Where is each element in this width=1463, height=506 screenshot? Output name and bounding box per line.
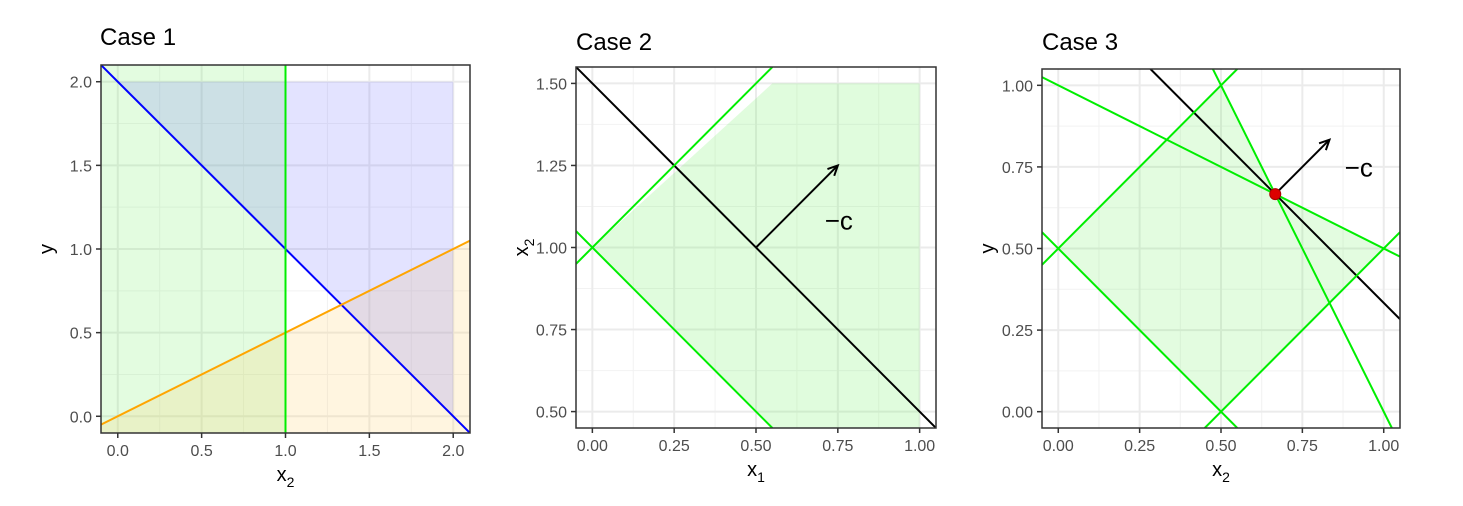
y-tick-label: 2.0 [70,75,92,92]
chart-title: Case 3 [1042,29,1118,56]
annotation-label: −c [825,205,853,235]
chart-title: Case 2 [576,29,652,56]
y-tick-label: 0.75 [1002,160,1033,177]
x-axis-label: x1 [747,459,765,485]
y-tick-label: 0.50 [1002,242,1033,259]
y-tick-label: 0.50 [536,405,567,422]
annotation-label: −c [1345,153,1373,183]
y-tick-label: 0.25 [1002,323,1033,340]
y-tick-label: 0.5 [70,326,92,343]
constraint-line [1211,69,1393,428]
constraint-line [576,67,774,265]
chart-title: Case 1 [100,24,176,51]
plot-area: −c [1042,69,1400,428]
constraint-line [576,230,774,428]
y-tick-label: 0.00 [1002,405,1033,422]
x-tick-label: 0.25 [659,438,690,455]
direction-arrow [755,164,839,249]
y-tick-label: 0.75 [536,323,567,340]
x-axis-label-text: x [277,464,287,486]
y-tick-label: 1.50 [536,76,567,93]
x-axis-label: x2 [277,464,295,490]
plot-area: −c [576,67,936,428]
direction-arrow [1274,139,1331,195]
x-tick-label: 0.75 [1287,438,1318,455]
constraint-line [1042,69,1238,266]
x-axis-label-subscript: 1 [757,469,765,485]
plot-area [101,65,470,433]
chart-panel-2: Case 2 −c 0.00 0.25 0.50 0.75 1.00 0.50 0.75 1.00… [511,29,937,485]
y-tick-label: 1.0 [70,242,92,259]
x-tick-label: 0.00 [1043,438,1074,455]
arrow-head [827,163,840,177]
x-axis-label-text: x [1212,459,1222,481]
y-axis-label-text: y [977,244,999,254]
x-tick-label: 0.50 [1205,438,1236,455]
y-tick-label: 1.5 [70,158,92,175]
x-tick-label: 0.00 [577,438,608,455]
y-axis-label-text: x [511,246,533,256]
x-tick-label: 0.25 [1124,438,1155,455]
x-axis-label-text: x [747,459,757,481]
y-tick-label: 1.25 [536,158,567,175]
y-axis-label: y [977,244,999,254]
y-tick-label: 1.00 [1002,78,1033,95]
optimal-point [1269,188,1282,201]
y-axis-label-text: y [36,244,58,254]
x-tick-label: 2.0 [442,443,464,460]
constraint-line [1204,231,1400,428]
feasible-region [101,65,286,433]
y-tick-label: 1.00 [536,241,567,258]
y-axis-label-subscript: 2 [521,238,537,246]
constraint-line [1042,231,1238,428]
x-tick-label: 0.5 [191,443,213,460]
x-tick-label: 0.0 [107,443,129,460]
x-tick-label: 1.5 [358,443,380,460]
constraint-line [1042,76,1400,258]
y-axis-label: x2 [511,238,537,256]
x-tick-label: 1.00 [904,438,935,455]
y-axis-label: y [36,244,58,254]
chart-panel-1: Case 1 0.0 0.5 1.0 1.5 2.0 0.0 0.5 1.0 1.5 2.0 x2 y [36,24,471,490]
x-tick-label: 0.75 [822,438,853,455]
chart-panel-3: Case 3 −c 0.00 0.25 0.50 0.75 1.00 0.00 0.25 0.50… [977,29,1401,485]
feasible-region [592,83,920,428]
y-tick-label: 0.0 [70,409,92,426]
arrow-head [1318,138,1332,151]
x-axis-label-subscript: 2 [287,474,295,490]
x-tick-label: 1.00 [1368,438,1399,455]
x-axis-label: x2 [1212,459,1230,485]
x-tick-label: 0.50 [740,438,771,455]
x-axis-label-subscript: 2 [1222,469,1230,485]
x-tick-label: 1.0 [274,443,296,460]
